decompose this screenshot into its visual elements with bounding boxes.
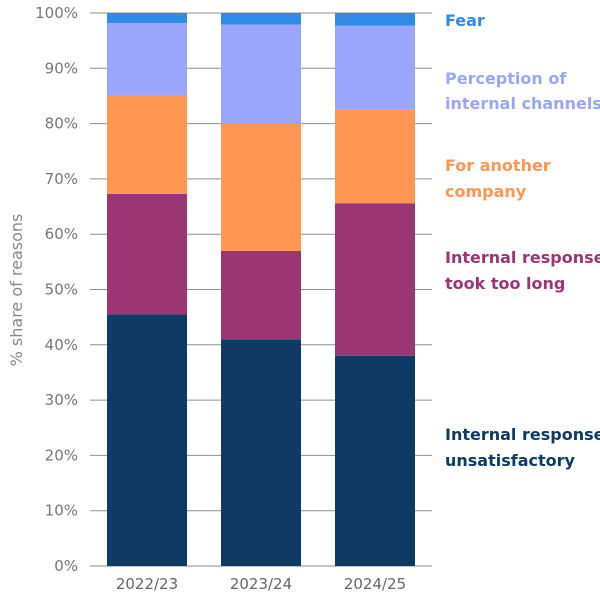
legend-label: company <box>445 182 527 201</box>
y-tick-label: 20% <box>45 446 78 464</box>
y-tick-label: 60% <box>45 225 78 243</box>
y-tick-label: 0% <box>54 557 78 575</box>
y-axis-ticks: 0% 10% 20% 30% 40% 50% 60% 70% 80% 90% 100% <box>35 4 78 575</box>
legend-label: Fear <box>445 11 485 30</box>
bar-segment <box>107 22 187 96</box>
y-tick-label: 10% <box>45 502 78 520</box>
legend: Internal response unsatisfactory Internal … <box>445 11 600 470</box>
y-tick-label: 30% <box>45 391 78 409</box>
bar-segment <box>221 24 301 124</box>
legend-label: For another <box>445 156 551 175</box>
bar-segment <box>107 95 187 194</box>
bar-segment <box>335 13 415 26</box>
legend-label: Internal response <box>445 425 600 444</box>
x-tick-label: 2024/25 <box>344 575 406 593</box>
bar-segment <box>221 123 301 251</box>
legend-label: unsatisfactory <box>445 451 576 470</box>
bar-segment <box>335 203 415 356</box>
x-tick-label: 2022/23 <box>116 575 178 593</box>
y-tick-label: 80% <box>45 115 78 133</box>
y-tick-label: 100% <box>35 4 78 22</box>
bar-segment <box>221 13 301 25</box>
y-tick-label: 50% <box>45 281 78 299</box>
x-axis-ticks: 2022/23 2023/24 2024/25 <box>116 575 406 593</box>
y-tick-label: 90% <box>45 59 78 77</box>
legend-label: Internal response <box>445 248 600 267</box>
y-axis-label: % share of reasons <box>7 214 26 367</box>
bar-segment <box>335 355 415 566</box>
y-tick-label: 40% <box>45 336 78 354</box>
legend-label: took too long <box>445 274 565 293</box>
bar-segment <box>107 314 187 566</box>
bar-segment <box>107 193 187 315</box>
bar-segment <box>335 25 415 110</box>
bar-stacks <box>107 13 415 566</box>
x-tick-label: 2023/24 <box>230 575 292 593</box>
bar-segment <box>221 339 301 566</box>
bar-segment <box>335 109 415 204</box>
y-tick-label: 70% <box>45 170 78 188</box>
legend-label: internal channels <box>445 94 600 113</box>
legend-label: Perception of <box>445 69 567 88</box>
bar-segment <box>107 13 187 23</box>
bar-segment <box>221 250 301 340</box>
